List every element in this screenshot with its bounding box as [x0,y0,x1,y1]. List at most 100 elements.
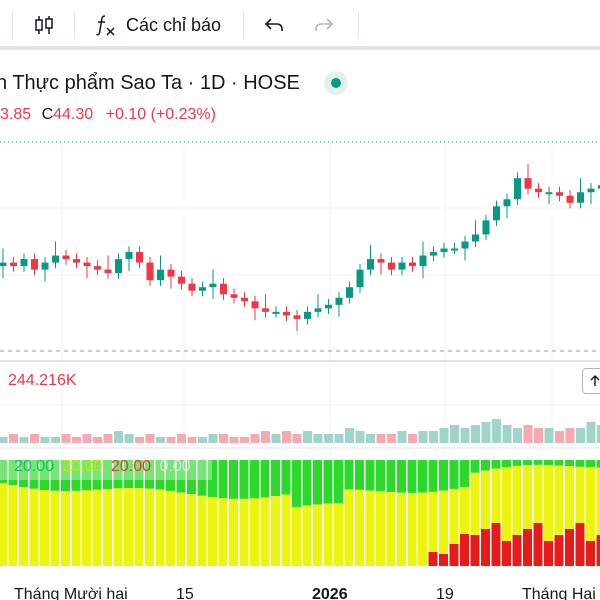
candle-body [167,269,175,277]
volume-bar [502,425,512,443]
indicator-bar-yellow [323,503,333,566]
indicator-bar-green [250,460,259,499]
volume-bar [135,437,144,443]
close-value: 44.30 [53,106,94,123]
indicator-bar-green [533,460,543,465]
indicator-bars-group [0,460,600,566]
indicator-bar-red [575,523,585,566]
volume-bar [513,428,522,443]
symbol-legend: n Thực phẩm Sao Ta · 1D · HOSE 3.85 C44.… [0,68,600,134]
volume-bar [166,437,176,443]
indicator-bar-green [397,460,406,493]
candle-body [10,262,17,267]
undo-button[interactable] [262,9,286,41]
volume-bar [0,437,8,443]
candle-body [136,252,143,263]
candle-body [293,315,301,319]
indicator-bar-yellow [92,489,102,566]
volume-bar [355,431,365,443]
indicator-bar-green [50,460,60,491]
indicator-bar-green [323,460,333,504]
volume-bar [387,434,396,443]
indicator-bar-red [470,535,480,566]
volume-bar [576,428,585,443]
volume-bar [439,428,449,443]
indicator-bar-red [502,541,511,566]
indicator-bar-green [8,460,18,486]
indicator-bar-yellow [355,489,364,566]
volume-bar [30,434,39,443]
volume-bar [397,431,407,443]
indicator-bar-red [586,541,595,566]
indicator-bar-yellow [533,464,543,523]
candle-body [325,304,332,309]
indicator-bar-yellow [523,465,532,529]
candle-body [73,259,80,263]
volume-bar [303,431,312,443]
volume-bar [72,437,81,443]
indicator-bar-yellow [449,488,459,544]
redo-icon [315,18,334,31]
volume-bar [450,425,459,443]
symbol-title[interactable]: n Thực phẩm Sao Ta · 1D · HOSE [0,71,300,94]
indicator-bar-green [239,460,249,499]
candle-body [482,220,490,235]
candle-style-button[interactable] [32,9,56,41]
indicators-button[interactable]: Các chỉ báo [94,9,221,41]
candle-body [304,311,311,319]
indicator-bar-green [449,460,459,489]
redo-button[interactable] [312,9,336,41]
x-axis-label: 19 [436,586,454,600]
indicator-bar-yellow [29,488,39,566]
volume-bar [198,437,207,443]
indicator-bar-red [544,541,553,566]
ohlc-values: 3.85 C44.30 +0.10 (+0.23%) [0,106,216,124]
close-key: C [41,106,54,123]
indicator-bar-yellow [418,492,427,566]
candle-body [199,287,206,291]
indicator-bar-yellow [71,490,81,566]
candle-body [209,283,217,288]
indicator-bar-green [229,460,238,499]
indicator-bar-green [197,460,207,496]
candle-body [587,188,595,193]
candle-body [367,259,374,270]
volume-bar [586,422,596,443]
indicator-bar-yellow [176,492,186,566]
collapse-pane-button[interactable] [582,368,600,394]
indicator-bar-green [92,460,102,490]
indicator-bar-green [355,460,364,490]
volume-bar [103,434,113,443]
indicator-bar-green [208,460,217,498]
x-axis-label: Tháng Mười hai [14,586,128,600]
volume-value: 244.216K [8,372,77,389]
indicator-bar-yellow [512,465,522,535]
volume-bar [156,437,165,443]
candle-body [83,262,91,267]
indicator-bar-green [61,460,70,492]
indicator-bar-red [491,523,501,566]
volume-bar [82,434,92,443]
indicator-bar-green [124,460,133,489]
indicator-bar-yellow [113,488,123,566]
indicator-bar-green [145,460,154,489]
indicator-bar-yellow [397,492,406,566]
candle-body [230,294,238,298]
candle-body [52,255,59,263]
candle-body [157,269,164,281]
toolbar-divider [12,12,13,38]
indicator-bar-green [586,460,595,468]
volume-bar [282,431,291,443]
market-status-indicator[interactable] [323,71,348,95]
indicator-bar-green [218,460,228,499]
candle-body [146,262,154,281]
indicator-bar-green [0,460,7,483]
indicator-bar-green [502,460,511,468]
indicator-bar-green [334,460,343,504]
indicator-bar-green [281,460,291,495]
indicator-bar-green [344,460,354,490]
indicator-bar-yellow [470,472,480,535]
volume-bar [471,425,480,443]
indicator-bar-red [428,552,438,566]
